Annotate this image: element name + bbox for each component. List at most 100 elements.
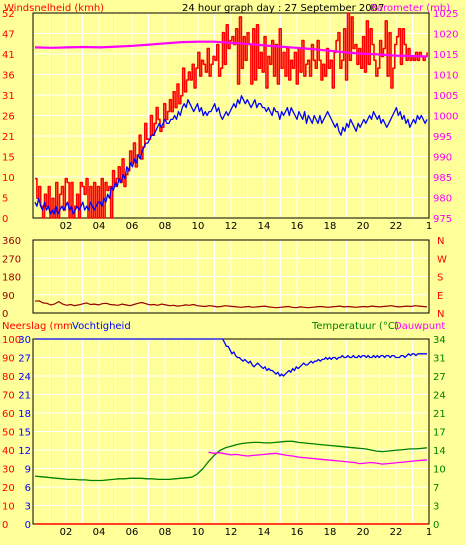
rain-x-tick: 20 <box>357 527 370 538</box>
wind-x-tick: 10 <box>192 221 205 232</box>
rain-x-tick: 10 <box>192 527 205 538</box>
0-series-gust <box>35 12 428 219</box>
rain-x-tick: 02 <box>60 527 73 538</box>
wind-x-tick: 14 <box>258 221 271 232</box>
wind-x-tick: 04 <box>93 221 106 232</box>
wind-right-tick: 1005 <box>433 91 458 102</box>
direction-left-tick: 0 <box>2 309 8 320</box>
rain-left-tick: 20 <box>2 483 15 494</box>
rain-right-tick: 3 <box>433 502 439 513</box>
dewpoint-title: Dauwpunt <box>394 321 445 332</box>
rain-right-tick: 17 <box>433 428 446 439</box>
rain-left-tick: 40 <box>2 446 15 457</box>
wind-right-tick: 975 <box>433 214 452 225</box>
rain-left-tick: 80 <box>2 372 15 383</box>
direction-right-tick: N <box>437 236 444 247</box>
wind-left-tick: 36 <box>2 71 15 82</box>
wind-right-tick: 1020 <box>433 30 458 41</box>
rain-left-tick: 50 <box>2 428 15 439</box>
wind-left-tick: 5 <box>2 194 8 205</box>
wind-right-tick: 1000 <box>433 112 458 123</box>
wind-left-tick: 31 <box>2 91 15 102</box>
wind-left-tick: 26 <box>2 112 15 123</box>
rain-x-tick: 18 <box>324 527 337 538</box>
wind-x-tick: 02 <box>60 221 73 232</box>
direction-left-tick: 270 <box>2 254 21 265</box>
rain-title: Neerslag (mm <box>2 321 73 332</box>
wind-left-tick: 10 <box>2 173 15 184</box>
rain-left2-tick: 30 <box>18 335 31 346</box>
rain-left2-tick: 24 <box>18 372 31 383</box>
humidity-title: Vochtigheid <box>72 321 131 332</box>
wind-left-tick: 41 <box>2 50 15 61</box>
wind-x-tick: 20 <box>357 221 370 232</box>
rain-left-tick: 30 <box>2 465 15 476</box>
2-series-dewpoint <box>208 451 428 465</box>
rain-left2-tick: 9 <box>25 465 31 476</box>
rain-left2-tick: 15 <box>18 428 31 439</box>
rain-left-tick: 60 <box>2 409 15 420</box>
direction-right-tick: E <box>437 291 443 302</box>
wind-x-tick: 1 <box>426 221 432 232</box>
rain-left2-tick: 21 <box>18 391 31 402</box>
wind-x-tick: 16 <box>291 221 304 232</box>
wind-right-tick: 995 <box>433 132 452 143</box>
1-series-direction <box>34 300 428 309</box>
direction-right-tick: W <box>437 254 447 265</box>
rain-left2-tick: 6 <box>25 483 31 494</box>
wind-plot-frame <box>32 12 430 219</box>
wind-x-tick: 22 <box>390 221 403 232</box>
wind-x-tick: 06 <box>126 221 139 232</box>
rain-x-tick: 06 <box>126 527 139 538</box>
rain-left2-tick: 12 <box>18 446 31 457</box>
rain-left-tick: 70 <box>2 391 15 402</box>
wind-right-tick: 980 <box>433 194 452 205</box>
rain-x-tick: 12 <box>225 527 238 538</box>
0-series-barometer <box>34 40 428 58</box>
rain-right-tick: 10 <box>433 465 446 476</box>
rain-left-tick: 0 <box>2 520 8 531</box>
direction-left-tick: 360 <box>2 236 21 247</box>
wind-left-tick: 15 <box>2 153 15 164</box>
wind-speed-title: Windsnelheid (kmh) <box>4 3 104 14</box>
temperature-title: Temperatuur (°C) <box>311 321 399 332</box>
rain-right-tick: 0 <box>433 520 439 531</box>
barometer-title: Barometer (mb) <box>370 3 450 14</box>
rain-right-tick: 34 <box>433 335 446 346</box>
graph-day-title: 24 hour graph day : 27 September 2007 <box>182 3 384 14</box>
wind-right-tick: 1010 <box>433 71 458 82</box>
rain-right-tick: 7 <box>433 483 439 494</box>
rain-left-tick: 90 <box>2 354 15 365</box>
wind-right-tick: 985 <box>433 173 452 184</box>
2-series-humidity <box>35 338 427 377</box>
wind-right-tick: 1025 <box>433 9 458 20</box>
rain-right-tick: 14 <box>433 446 446 457</box>
wind-x-tick: 12 <box>225 221 238 232</box>
rain-x-tick: 1 <box>426 527 432 538</box>
0-series-wind_avg <box>34 95 428 215</box>
wind-left-tick: 52 <box>2 9 15 20</box>
wind-right-tick: 990 <box>433 153 452 164</box>
wind-x-tick: 18 <box>324 221 337 232</box>
rain-x-tick: 14 <box>258 527 271 538</box>
rain-left-tick: 100 <box>2 335 21 346</box>
rain-left2-tick: 3 <box>25 502 31 513</box>
direction-left-tick: 90 <box>2 291 15 302</box>
rain-left-tick: 10 <box>2 502 15 513</box>
direction-plot-frame <box>32 239 430 314</box>
direction-left-tick: 180 <box>2 273 21 284</box>
rain-right-tick: 24 <box>433 391 446 402</box>
rain-x-tick: 16 <box>291 527 304 538</box>
rain-right-tick: 31 <box>433 354 446 365</box>
wind-left-tick: 47 <box>2 30 15 41</box>
wind-right-tick: 1015 <box>433 50 458 61</box>
rain-left2-tick: 27 <box>18 354 31 365</box>
rain-x-tick: 08 <box>159 527 172 538</box>
direction-right-tick: N <box>437 309 444 320</box>
direction-right-tick: S <box>437 273 443 284</box>
rain-x-tick: 04 <box>93 527 106 538</box>
rain-right-tick: 21 <box>433 409 446 420</box>
wind-x-tick: 08 <box>159 221 172 232</box>
wind-left-tick: 0 <box>2 214 8 225</box>
